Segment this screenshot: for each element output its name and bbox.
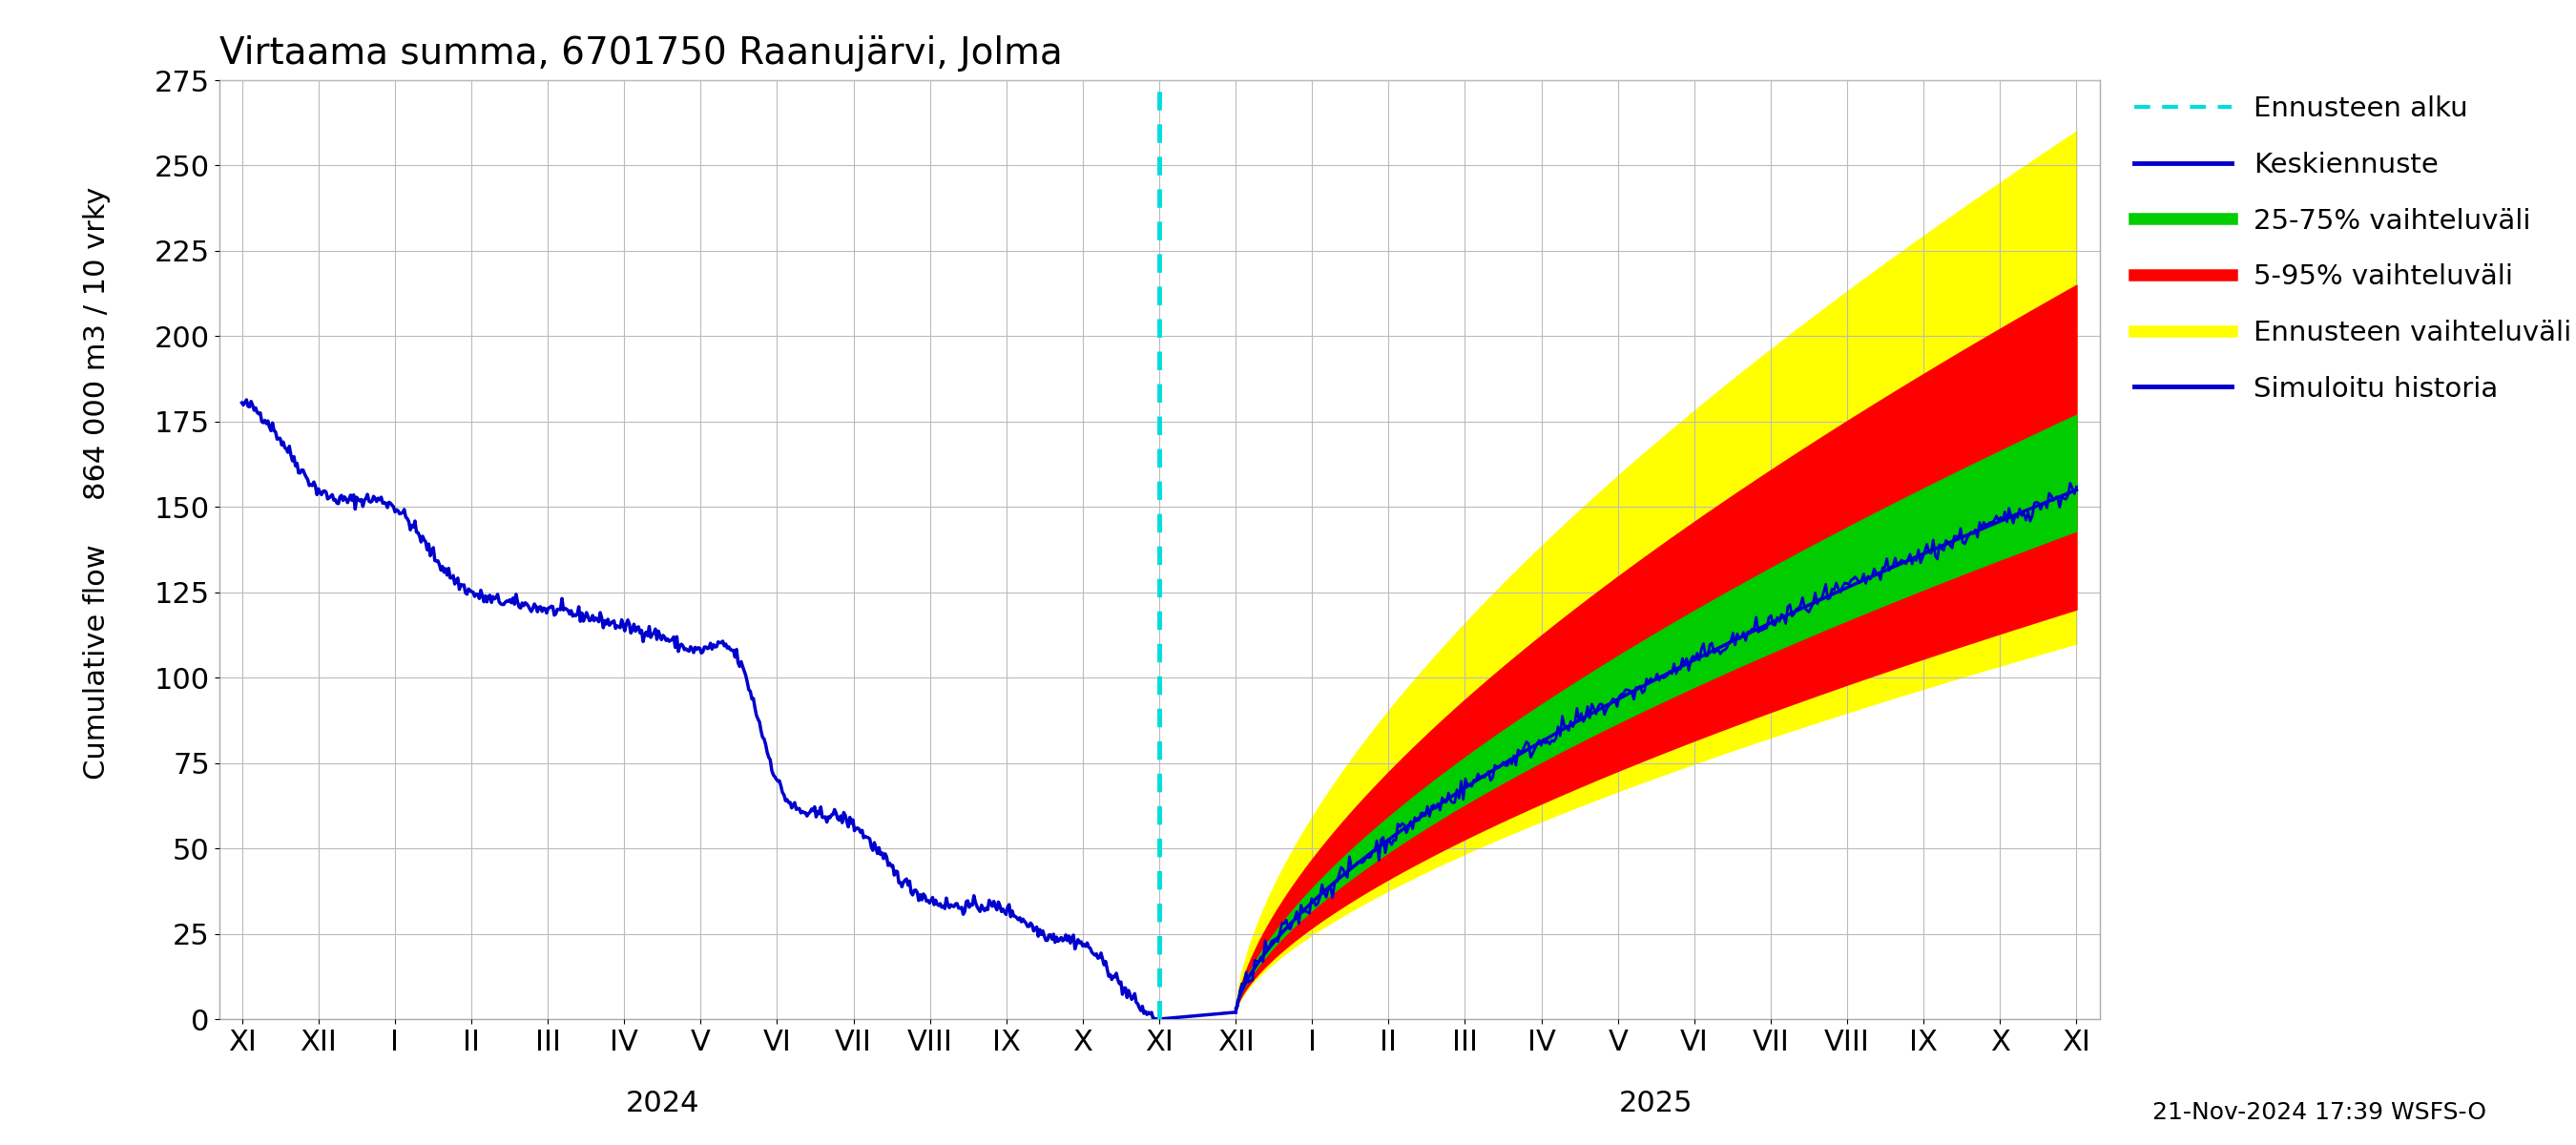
- Text: 864 000 m3 / 10 vrky: 864 000 m3 / 10 vrky: [82, 187, 111, 499]
- Text: Cumulative flow: Cumulative flow: [82, 545, 111, 780]
- Text: 21-Nov-2024 17:39 WSFS-O: 21-Nov-2024 17:39 WSFS-O: [2151, 1101, 2486, 1124]
- Text: 2025: 2025: [1620, 1090, 1692, 1118]
- Text: 2024: 2024: [626, 1090, 698, 1118]
- Legend: Ennusteen alku, Keskiennuste, 25-75% vaihteluväli, 5-95% vaihteluväli, Ennusteen: Ennusteen alku, Keskiennuste, 25-75% vai…: [2123, 85, 2576, 413]
- Text: Virtaama summa, 6701750 Raanujärvi, Jolma: Virtaama summa, 6701750 Raanujärvi, Jolm…: [219, 35, 1061, 72]
